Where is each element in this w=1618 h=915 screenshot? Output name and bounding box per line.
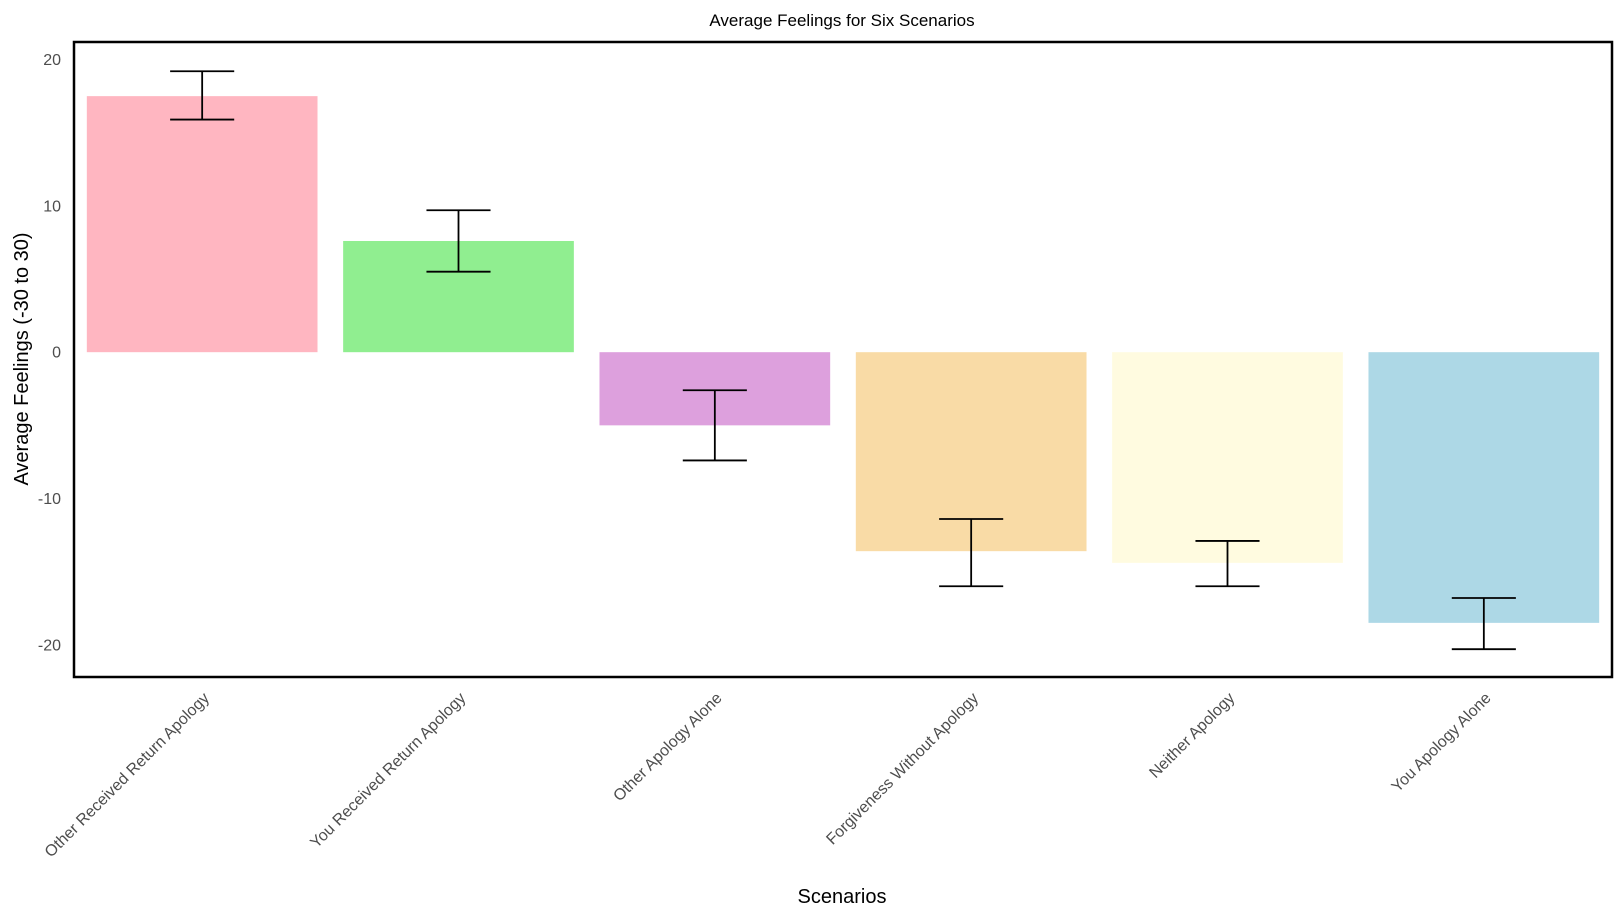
chart-title: Average Feelings for Six Scenarios <box>709 11 974 30</box>
error-bars-layer <box>170 70 1516 651</box>
bar <box>1368 352 1600 623</box>
bars-layer <box>86 96 1600 623</box>
error-bar <box>1451 597 1516 651</box>
error-bar <box>170 70 235 121</box>
bar <box>855 352 1087 552</box>
y-tick-label: 20 <box>43 52 61 69</box>
x-tick-label: You Received Return Apology <box>307 690 469 852</box>
error-bar <box>426 209 491 273</box>
x-axis-ticks: Other Received Return Apology You Receive… <box>42 690 1495 861</box>
y-axis-ticks: 20 10 0 -10 -20 <box>38 52 61 654</box>
error-bar <box>1195 540 1260 588</box>
y-tick-label: -10 <box>38 491 61 508</box>
x-tick-label: Other Apology Alone <box>610 690 725 805</box>
x-tick-label: Other Received Return Apology <box>42 690 213 861</box>
x-tick-label: Neither Apology <box>1146 690 1238 782</box>
y-tick-label: 10 <box>43 198 61 215</box>
x-tick-label: You Apology Alone <box>1389 690 1495 796</box>
bar <box>1112 352 1343 563</box>
error-bar <box>682 389 747 462</box>
bar <box>86 96 318 353</box>
error-bar <box>939 518 1004 588</box>
y-tick-label: 0 <box>52 345 61 362</box>
y-axis-title: Average Feelings (-30 to 30) <box>11 232 33 485</box>
y-tick-label: -20 <box>38 637 61 654</box>
x-tick-label: Forgiveness Without Apology <box>823 690 982 849</box>
plot-panel-border <box>72 40 1614 679</box>
x-axis-title: Scenarios <box>798 886 887 908</box>
